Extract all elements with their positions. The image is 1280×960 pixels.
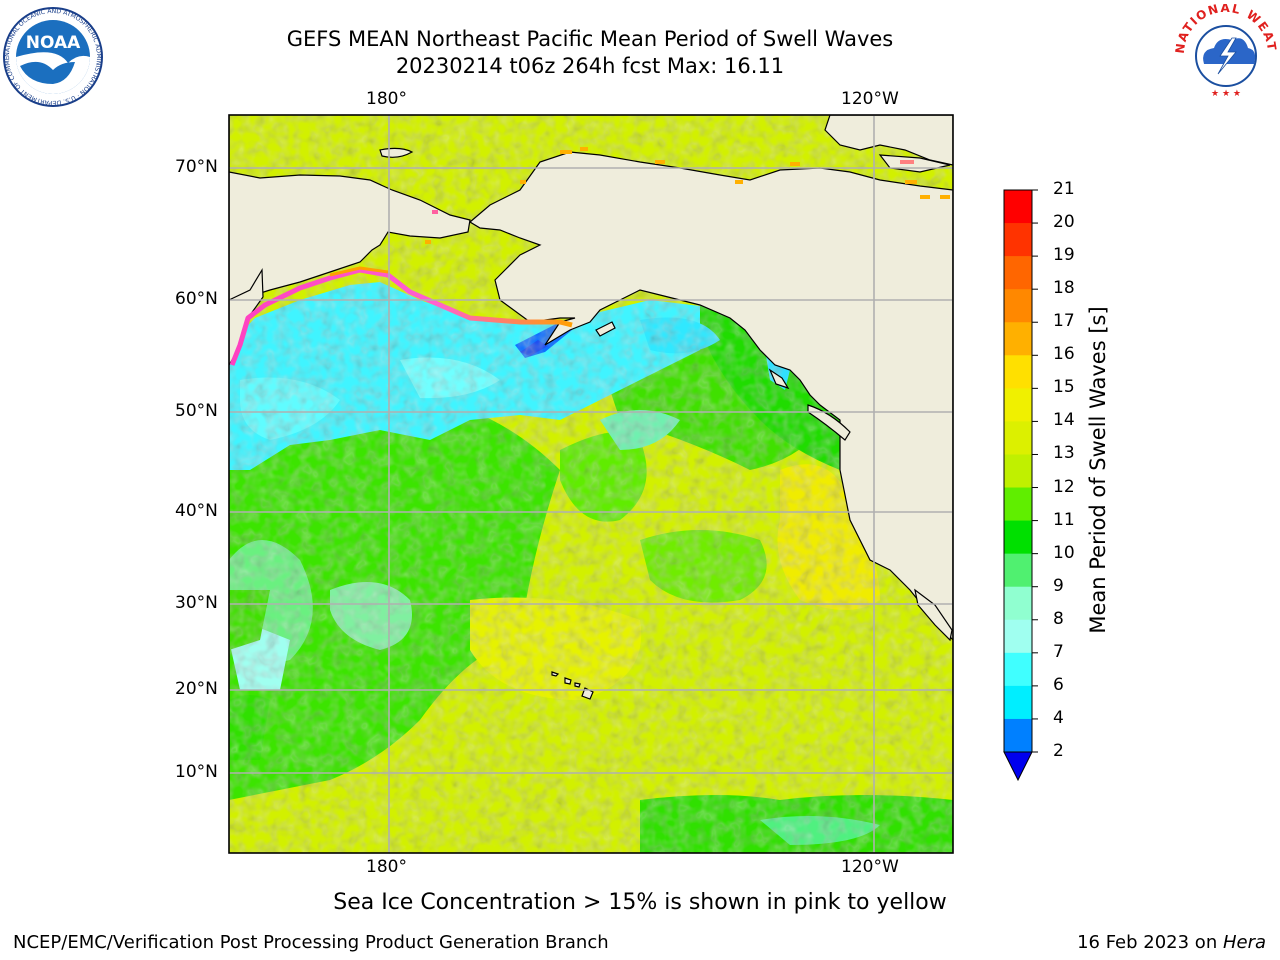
colorbar-segment	[1004, 388, 1032, 422]
map-frame	[228, 114, 954, 854]
lat-20n: 20°N	[175, 679, 218, 699]
colorbar-tick-label: 6	[1053, 674, 1064, 695]
colorbar-tick-label: 19	[1053, 245, 1075, 266]
footer-date: 16 Feb 2023 on Hera	[1077, 932, 1266, 953]
colorbar-tick-label: 12	[1053, 476, 1075, 497]
svg-text:★ ★ ★: ★ ★ ★	[1211, 89, 1241, 99]
noaa-logo: NATIONAL OCEANIC AND ATMOSPHERIC ADMINIS…	[2, 6, 103, 107]
colorbar-segment	[1004, 586, 1032, 621]
noaa-logo-text: NOAA	[26, 33, 81, 53]
colorbar-tick-label: 11	[1053, 509, 1075, 530]
colorbar-segment	[1004, 190, 1032, 224]
colorbar-tick-label: 9	[1053, 575, 1064, 596]
colorbar-tick-label: 13	[1053, 443, 1075, 464]
swell-period-field	[229, 115, 953, 853]
colorbar-tick-label: 8	[1053, 608, 1064, 629]
colorbar-title: Mean Period of Swell Waves [s]	[1086, 306, 1110, 634]
chart-subtitle: 20230214 t06z 264h fcst Max: 16.11	[395, 54, 785, 78]
footer-organization: NCEP/EMC/Verification Post Processing Pr…	[13, 932, 609, 953]
lon-bottom-120w: 120°W	[841, 857, 899, 877]
colorbar-segment	[1004, 553, 1032, 588]
colorbar-tick-label: 4	[1053, 707, 1064, 728]
colorbar-segment	[1004, 685, 1032, 720]
colorbar-segment	[1004, 520, 1032, 555]
footer-host: Hera	[1222, 932, 1266, 953]
lon-top-120w: 120°W	[841, 89, 899, 109]
lat-50n: 50°N	[175, 401, 218, 421]
colorbar-segment	[1004, 454, 1032, 489]
lat-10n: 10°N	[175, 762, 218, 782]
lat-60n: 60°N	[175, 289, 218, 309]
nws-logo: NATIONAL WEATHER SERVICE ★ ★ ★	[1174, 4, 1278, 102]
lat-70n: 70°N	[175, 157, 218, 177]
sea-ice-note: Sea Ice Concentration > 15% is shown in …	[333, 890, 947, 915]
colorbar-segment	[1004, 652, 1032, 687]
colorbar-segment	[1004, 289, 1032, 323]
colorbar-tick-label: 2	[1053, 741, 1064, 761]
colorbar-tick-label: 10	[1053, 542, 1075, 563]
colorbar-tick-label: 20	[1053, 212, 1075, 233]
lon-top-180: 180°	[366, 89, 407, 109]
colorbar-extend-triangle	[1003, 751, 1033, 782]
lat-40n: 40°N	[175, 501, 218, 521]
colorbar-frame	[1003, 189, 1033, 753]
colorbar-segment	[1004, 322, 1032, 356]
lat-30n: 30°N	[175, 593, 218, 613]
colorbar	[1003, 189, 1033, 782]
colorbar-tick-label: 18	[1053, 278, 1075, 299]
colorbar-segment	[1004, 619, 1032, 654]
colorbar-segment	[1004, 223, 1032, 257]
land-masses	[229, 115, 953, 700]
colorbar-tick-label: 21	[1053, 179, 1075, 199]
colorbar-tick-label: 16	[1053, 344, 1075, 365]
colorbar-segment	[1004, 256, 1032, 290]
sea-ice-edge	[229, 266, 573, 366]
colorbar-tick-label: 17	[1053, 311, 1075, 332]
colorbar-segment	[1004, 718, 1032, 753]
colorbar-segment	[1004, 487, 1032, 522]
lon-bottom-180: 180°	[366, 857, 407, 877]
colorbar-segment	[1004, 355, 1032, 389]
colorbar-ticks	[1032, 189, 1038, 753]
colorbar-tick-label: 15	[1053, 377, 1075, 398]
colorbar-tick-label: 14	[1053, 410, 1075, 431]
colorbar-segment	[1004, 421, 1032, 455]
graticule	[229, 115, 953, 853]
chart-title: GEFS MEAN Northeast Pacific Mean Period …	[286, 27, 894, 51]
colorbar-tick-label: 7	[1053, 641, 1064, 662]
